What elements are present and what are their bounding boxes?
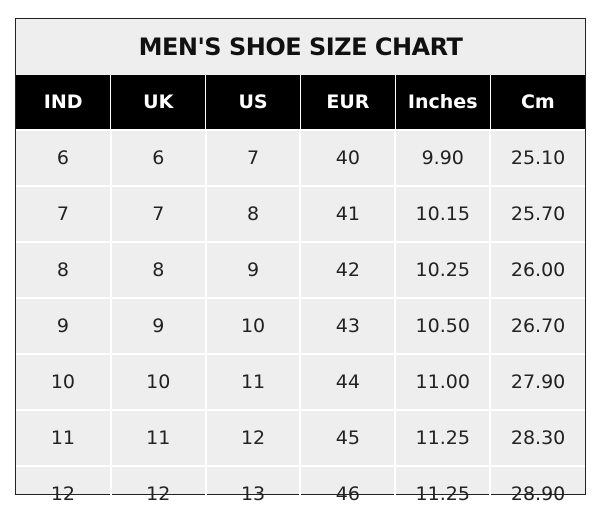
cell-ind: 7	[16, 185, 112, 243]
cell-cm: 25.10	[489, 129, 585, 187]
cell-cm: 28.90	[489, 465, 585, 521]
cell-us: 8	[204, 185, 302, 243]
column-header-eur: EUR	[299, 75, 396, 130]
cell-inches: 10.25	[394, 241, 492, 299]
cell-eur: 46	[299, 465, 397, 521]
cell-uk: 12	[109, 465, 207, 521]
cell-ind: 11	[16, 409, 112, 467]
table-row: 8 8 9 42 10.25 26.00	[16, 241, 585, 299]
cell-cm: 25.70	[489, 185, 585, 243]
table-row: 10 10 11 44 11.00 27.90	[16, 353, 585, 411]
cell-inches: 11.25	[394, 409, 492, 467]
cell-eur: 45	[299, 409, 397, 467]
cell-ind: 8	[16, 241, 112, 299]
cell-cm: 27.90	[489, 353, 585, 411]
cell-ind: 9	[16, 297, 112, 355]
cell-eur: 40	[299, 129, 397, 187]
cell-inches: 10.50	[394, 297, 492, 355]
cell-ind: 10	[16, 353, 112, 411]
cell-eur: 42	[299, 241, 397, 299]
cell-us: 7	[204, 129, 302, 187]
cell-uk: 6	[109, 129, 207, 187]
table-row: 6 6 7 40 9.90 25.10	[16, 129, 585, 187]
cell-ind: 12	[16, 465, 112, 521]
cell-inches: 10.15	[394, 185, 492, 243]
cell-uk: 10	[109, 353, 207, 411]
cell-inches: 9.90	[394, 129, 492, 187]
cell-eur: 43	[299, 297, 397, 355]
table-row: 12 12 13 46 11.25 28.90	[16, 465, 585, 521]
column-header-ind: IND	[16, 75, 112, 130]
cell-uk: 11	[109, 409, 207, 467]
cell-ind: 6	[16, 129, 112, 187]
cell-eur: 41	[299, 185, 397, 243]
chart-title: MEN'S SHOE SIZE CHART	[16, 19, 585, 75]
table-row: 7 7 8 41 10.15 25.70	[16, 185, 585, 243]
cell-inches: 11.25	[394, 465, 492, 521]
cell-cm: 26.00	[489, 241, 585, 299]
cell-uk: 9	[109, 297, 207, 355]
header-row: IND UK US EUR Inches Cm	[16, 75, 585, 130]
size-chart: MEN'S SHOE SIZE CHART IND UK US EUR Inches Cm…	[15, 18, 586, 521]
cell-us: 9	[204, 241, 302, 299]
column-header-cm: Cm	[489, 75, 585, 130]
cell-cm: 28.30	[489, 409, 585, 467]
cell-us: 13	[204, 465, 302, 521]
table-row: 9 9 10 43 10.50 26.70	[16, 297, 585, 355]
cell-eur: 44	[299, 353, 397, 411]
cell-us: 10	[204, 297, 302, 355]
column-header-inches: Inches	[394, 75, 491, 130]
size-table: MEN'S SHOE SIZE CHART IND UK US EUR Inches Cm…	[16, 19, 585, 521]
cell-uk: 7	[109, 185, 207, 243]
column-header-uk: UK	[110, 75, 207, 130]
cell-us: 12	[204, 409, 302, 467]
cell-inches: 11.00	[394, 353, 492, 411]
table-row: 11 11 12 45 11.25 28.30	[16, 409, 585, 467]
column-header-us: US	[205, 75, 301, 130]
cell-uk: 8	[109, 241, 207, 299]
cell-us: 11	[204, 353, 302, 411]
cell-cm: 26.70	[489, 297, 585, 355]
